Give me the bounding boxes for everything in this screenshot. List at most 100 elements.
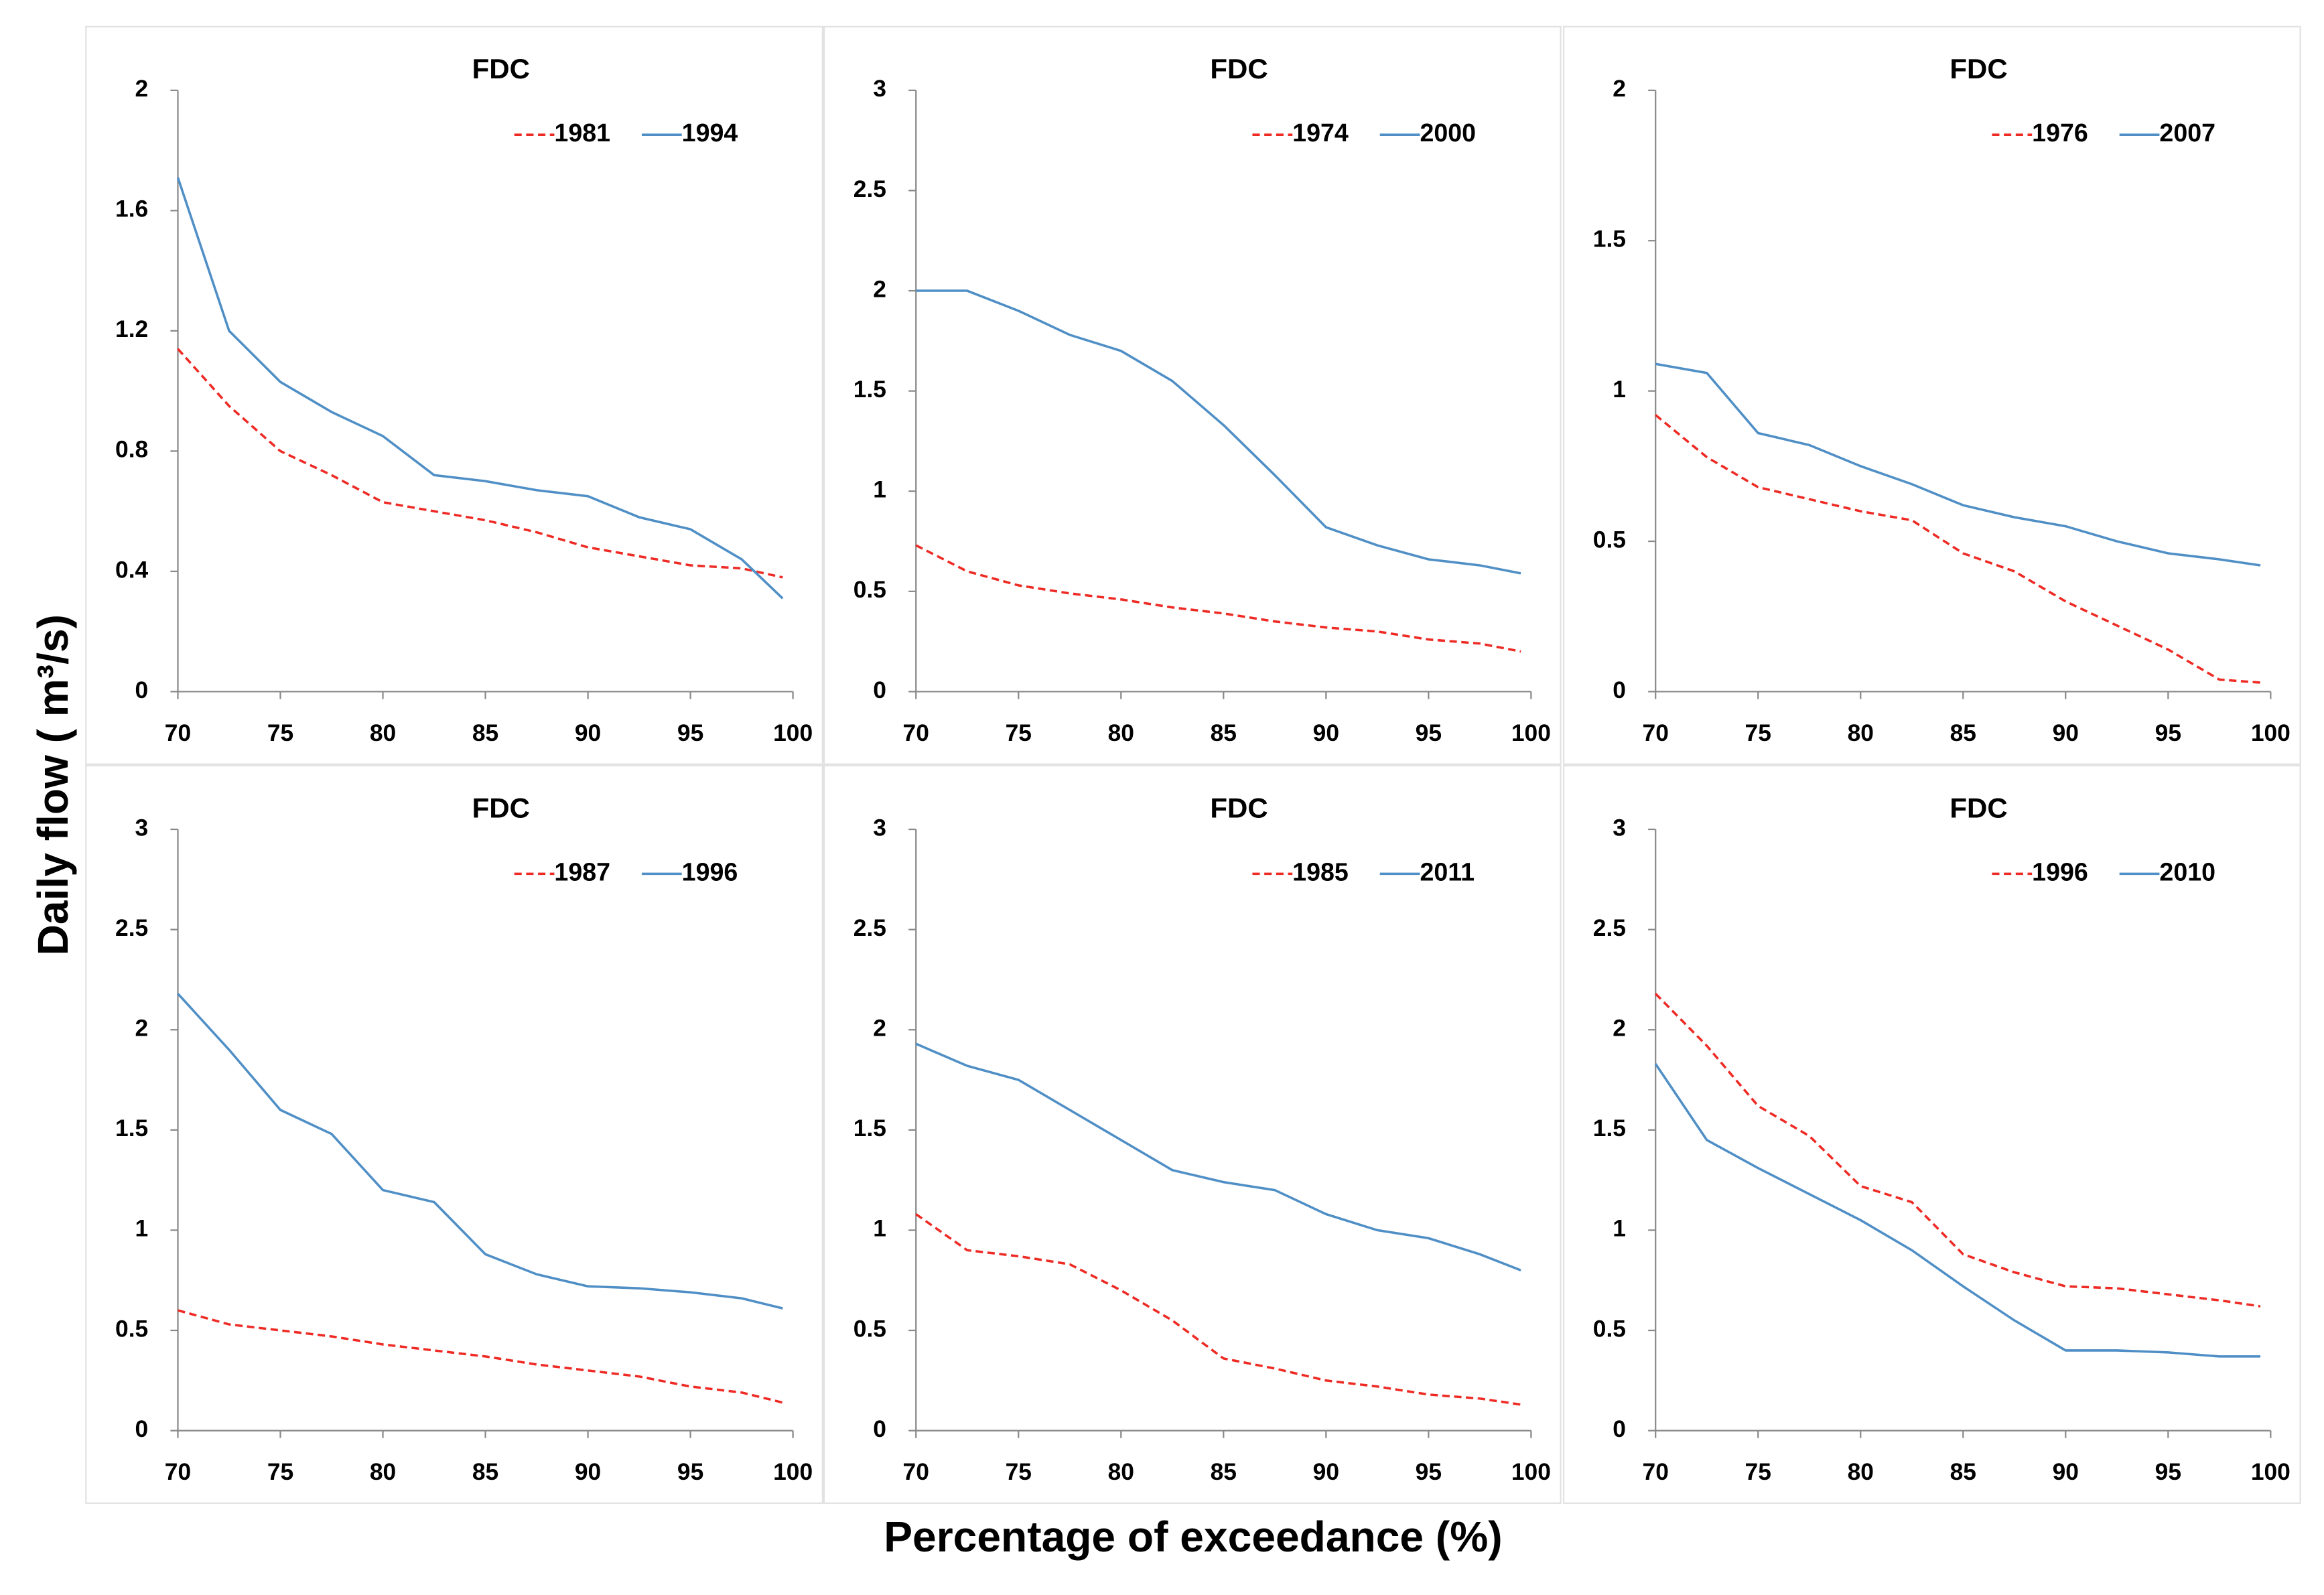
x-tick-label: 90 <box>1313 1459 1339 1485</box>
chart-title: FDC <box>1950 53 2007 84</box>
panel-border <box>1562 764 2301 1505</box>
x-tick-label: 100 <box>773 720 813 746</box>
series-line <box>915 544 1521 653</box>
x-tick-label: 95 <box>2155 1459 2181 1485</box>
x-tick-label: 70 <box>1643 720 1669 746</box>
y-tick-label: 0.8 <box>115 437 148 463</box>
y-tick-label: 1.5 <box>115 1115 148 1141</box>
x-tick-label: 75 <box>1745 720 1771 746</box>
y-tick-label: 0.5 <box>1593 527 1626 553</box>
series-line <box>1654 1063 2261 1358</box>
y-tick-label: 1 <box>1613 1216 1626 1242</box>
x-tick-label: 95 <box>677 720 703 746</box>
x-tick-label: 80 <box>1108 720 1134 746</box>
x-tick-label: 80 <box>370 720 396 746</box>
y-tick-label: 1.5 <box>1593 226 1626 253</box>
x-tick-label: 85 <box>1950 1459 1976 1485</box>
x-tick-label: 80 <box>1848 720 1874 746</box>
panel: FDC 0 0.5 1 1.5 2 2.5 3 70 75 80 85 90 95 100 1987 1996 <box>85 764 823 1505</box>
y-tick-label: 0.4 <box>115 557 149 583</box>
series-line <box>915 1213 1521 1406</box>
x-tick-label: 85 <box>1211 1459 1237 1485</box>
y-tick-label: 1.2 <box>115 316 148 342</box>
legend-label: 1985 <box>1292 857 1349 886</box>
x-tick-label: 95 <box>2155 720 2181 746</box>
chart-title: FDC <box>1210 792 1268 823</box>
legend-label: 2010 <box>2159 857 2215 886</box>
x-tick-label: 75 <box>1745 1459 1771 1485</box>
x-tick-label: 85 <box>472 720 498 746</box>
y-tick-label: 1.5 <box>1593 1115 1626 1141</box>
legend-label: 1994 <box>682 119 738 147</box>
chart-title: FDC <box>472 792 530 823</box>
y-tick-label: 1.5 <box>853 376 886 403</box>
y-tick-label: 0 <box>873 1416 886 1442</box>
y-tick-label: 0 <box>1613 1416 1626 1442</box>
x-tick-label: 85 <box>1950 720 1976 746</box>
x-tick-label: 70 <box>903 1459 929 1485</box>
y-tick-label: 2 <box>873 1016 886 1042</box>
x-tick-label: 80 <box>1848 1459 1874 1485</box>
y-axis-label: Daily flow ( m³/s) <box>29 614 77 955</box>
x-tick-label: 70 <box>165 1459 191 1485</box>
x-tick-label: 75 <box>1006 720 1032 746</box>
legend-label: 1974 <box>1292 119 1349 147</box>
x-tick-label: 85 <box>472 1459 498 1485</box>
legend-label: 2007 <box>2159 119 2215 147</box>
y-tick-label: 3 <box>1613 815 1626 841</box>
panel: FDC 0 0.4 0.8 1.2 1.6 2 70 75 80 85 90 95 100 1981 1994 <box>85 25 823 765</box>
panel-border <box>1562 25 2301 765</box>
y-tick-label: 0.5 <box>853 577 886 603</box>
series-line <box>177 993 783 1310</box>
y-tick-label: 0 <box>873 677 886 703</box>
x-tick-label: 100 <box>773 1459 813 1485</box>
series-line <box>1654 993 2261 1308</box>
y-tick-label: 3 <box>135 815 149 841</box>
legend-label: 1987 <box>554 857 610 886</box>
chart-title: FDC <box>1210 53 1268 84</box>
x-tick-label: 100 <box>1511 720 1551 746</box>
y-tick-label: 0.5 <box>115 1316 148 1342</box>
x-axis-label: Percentage of exceedance (%) <box>884 1513 1502 1561</box>
series-line <box>178 1309 783 1404</box>
x-tick-label: 90 <box>2053 1459 2079 1485</box>
panel: FDC 0 0.5 1 1.5 2 70 75 80 85 90 95 100 1976 2007 <box>1562 25 2301 765</box>
y-tick-label: 2.5 <box>1593 915 1626 941</box>
x-tick-label: 75 <box>267 720 293 746</box>
x-tick-label: 70 <box>1643 1459 1669 1485</box>
x-tick-label: 95 <box>1416 1459 1442 1485</box>
chart-title: FDC <box>472 53 530 84</box>
y-tick-label: 2 <box>1613 76 1626 102</box>
panel-border <box>823 25 1562 765</box>
panel-border <box>823 764 1562 1505</box>
chart-title: FDC <box>1950 792 2007 823</box>
series-line <box>1655 414 2261 684</box>
x-tick-label: 80 <box>370 1459 396 1485</box>
x-tick-label: 90 <box>575 720 601 746</box>
x-tick-label: 100 <box>2251 720 2291 746</box>
y-tick-label: 2 <box>135 76 149 102</box>
y-tick-label: 0 <box>1613 677 1626 703</box>
y-tick-label: 0.5 <box>1593 1316 1626 1342</box>
y-tick-label: 2.5 <box>853 915 886 941</box>
y-tick-label: 1 <box>873 1216 886 1242</box>
x-tick-label: 75 <box>1006 1459 1032 1485</box>
y-tick-label: 2 <box>1613 1016 1626 1042</box>
x-tick-label: 75 <box>267 1459 293 1485</box>
x-tick-label: 95 <box>1416 720 1442 746</box>
y-tick-label: 1 <box>1613 376 1626 403</box>
y-tick-label: 0 <box>135 1416 149 1442</box>
y-tick-label: 3 <box>873 815 886 841</box>
panel-border <box>85 25 823 765</box>
x-tick-label: 85 <box>1211 720 1237 746</box>
series-line <box>177 348 783 579</box>
legend-label: 1996 <box>2032 857 2088 886</box>
series-line <box>176 177 784 600</box>
y-tick-label: 2.5 <box>853 176 886 202</box>
series-line <box>916 289 1521 575</box>
panel: FDC 0 0.5 1 1.5 2 2.5 3 70 75 80 85 90 95 100 1974 2000 <box>823 25 1562 765</box>
x-tick-label: 100 <box>1511 1459 1551 1485</box>
x-tick-label: 90 <box>2053 720 2079 746</box>
